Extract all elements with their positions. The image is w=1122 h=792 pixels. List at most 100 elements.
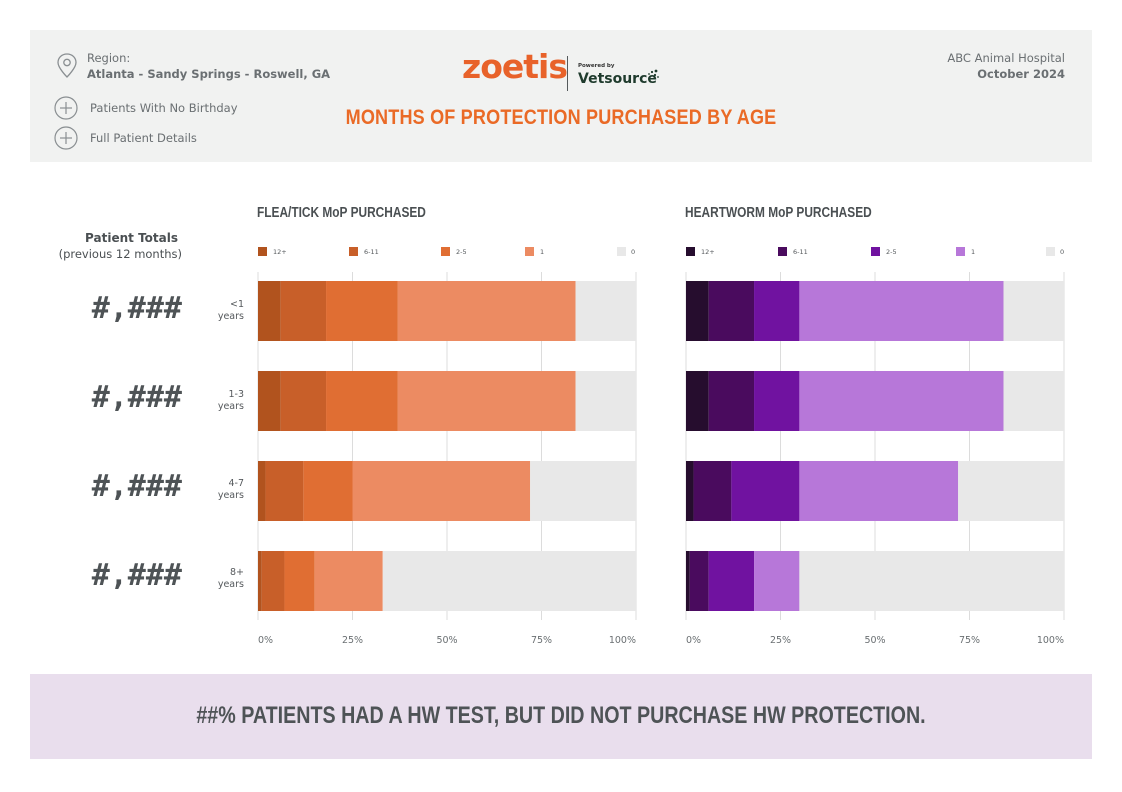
flea-tick-chart-title: FLEA/TICK MoP PURCHASED <box>257 205 426 221</box>
bar-segment-1 <box>397 281 576 341</box>
bar-segment-12+ <box>258 281 281 341</box>
bar-segment-2-5 <box>731 461 800 521</box>
legend-swatch <box>778 247 787 256</box>
legend-swatch <box>617 247 626 256</box>
bar-segment-6-11 <box>708 281 755 341</box>
bar-segment-1 <box>314 551 383 611</box>
age-group-label: 1-3 years <box>217 389 244 412</box>
legend-swatch <box>525 247 534 256</box>
legend-label: 2-5 <box>886 248 897 256</box>
legend-label: 0 <box>1060 248 1065 256</box>
x-tick-label: 0% <box>258 635 273 646</box>
bar-segment-2-5 <box>303 461 353 521</box>
bar-segment-6-11 <box>261 551 285 611</box>
bar-segment-2-5 <box>754 281 800 341</box>
patient-total-value: #,### <box>91 380 182 415</box>
x-tick-label: 100% <box>609 635 636 646</box>
legend-label: 6-11 <box>793 248 808 256</box>
bar-segment-12+ <box>686 281 709 341</box>
bar-segment-12+ <box>686 371 709 431</box>
legend-swatch <box>441 247 450 256</box>
legend-label: 6-11 <box>364 248 379 256</box>
bar-segment-12+ <box>258 371 281 431</box>
legend-label: 12+ <box>273 248 287 256</box>
legend-label: 12+ <box>701 248 715 256</box>
legend-swatch <box>871 247 880 256</box>
age-group-label: <1 years <box>217 299 244 322</box>
bar-segment-2-5 <box>326 281 398 341</box>
bar-segment-6-11 <box>280 281 327 341</box>
bar-segment-2-5 <box>708 551 755 611</box>
vetsource-logo: Vetsource <box>578 71 657 87</box>
bar-segment-1 <box>397 371 576 431</box>
expand-plus-icon[interactable] <box>54 96 78 120</box>
age-group-label: 4-7 years <box>217 478 244 501</box>
bar-segment-0 <box>958 461 1064 521</box>
vetsource-dots-icon <box>648 69 659 78</box>
heartworm-chart-title: HEARTWORM MoP PURCHASED <box>685 205 872 221</box>
logo-divider <box>567 56 568 91</box>
legend-label: 0 <box>631 248 636 256</box>
page-title: MONTHS OF PROTECTION PURCHASED BY AGE <box>345 106 777 129</box>
bar-segment-0 <box>1003 281 1064 341</box>
legend-label: 1 <box>540 248 545 256</box>
patients-no-birthday-link[interactable]: Patients With No Birthday <box>90 101 238 115</box>
legend-swatch <box>349 247 358 256</box>
age-group-label: 8+ years <box>217 567 244 590</box>
location-pin-icon <box>57 53 77 78</box>
bar-segment-0 <box>799 551 1064 611</box>
bar-segment-12+ <box>686 461 694 521</box>
footer-banner: ##% PATIENTS HAD A HW TEST, BUT DID NOT … <box>30 674 1092 759</box>
bar-segment-2-5 <box>326 371 398 431</box>
x-tick-label: 100% <box>1037 635 1064 646</box>
bar-segment-6-11 <box>708 371 755 431</box>
expand-plus-icon[interactable] <box>54 126 78 150</box>
patient-totals-title: Patient Totals <box>85 231 178 245</box>
legend-label: 2-5 <box>456 248 467 256</box>
bar-segment-1 <box>799 461 959 521</box>
bar-segment-6-11 <box>693 461 732 521</box>
legend-label: 1 <box>971 248 976 256</box>
bar-segment-0 <box>530 461 636 521</box>
patient-total-value: #,### <box>91 469 182 504</box>
x-tick-label: 50% <box>864 635 885 646</box>
patient-total-value: #,### <box>91 291 182 326</box>
patient-total-value: #,### <box>91 558 182 593</box>
x-tick-label: 0% <box>686 635 701 646</box>
bar-segment-12+ <box>258 461 266 521</box>
bar-segment-2-5 <box>754 371 800 431</box>
x-tick-label: 75% <box>959 635 980 646</box>
x-tick-label: 75% <box>531 635 552 646</box>
legend-swatch <box>956 247 965 256</box>
footer-message: ##% PATIENTS HAD A HW TEST, BUT DID NOT … <box>196 702 926 729</box>
bar-segment-1 <box>799 281 1004 341</box>
bar-segment-0 <box>575 281 636 341</box>
bar-segment-6-11 <box>265 461 304 521</box>
powered-by-text: Powered by <box>578 63 615 69</box>
x-tick-label: 50% <box>436 635 457 646</box>
bar-segment-1 <box>799 371 1004 431</box>
bar-segment-6-11 <box>280 371 327 431</box>
x-tick-label: 25% <box>342 635 363 646</box>
legend-swatch <box>686 247 695 256</box>
bar-segment-0 <box>1003 371 1064 431</box>
bar-segment-12+ <box>686 551 690 611</box>
zoetis-logo: zoetis <box>462 47 568 86</box>
bar-segment-12+ <box>258 551 262 611</box>
legend-swatch <box>1046 247 1055 256</box>
legend-swatch <box>258 247 267 256</box>
hospital-name: ABC Animal Hospital <box>947 51 1065 65</box>
bar-segment-0 <box>382 551 636 611</box>
region-value: Atlanta - Sandy Springs - Roswell, GA <box>87 67 331 81</box>
full-patient-details-link[interactable]: Full Patient Details <box>90 131 197 145</box>
report-period: October 2024 <box>977 67 1065 81</box>
bar-segment-6-11 <box>689 551 709 611</box>
bar-segment-1 <box>754 551 800 611</box>
bar-segment-2-5 <box>284 551 315 611</box>
bar-segment-0 <box>575 371 636 431</box>
header-panel: Region: Atlanta - Sandy Springs - Roswel… <box>30 30 1092 162</box>
region-label: Region: <box>87 51 131 65</box>
bar-segment-1 <box>352 461 531 521</box>
patient-totals-subtitle: (previous 12 months) <box>58 247 182 261</box>
x-tick-label: 25% <box>770 635 791 646</box>
